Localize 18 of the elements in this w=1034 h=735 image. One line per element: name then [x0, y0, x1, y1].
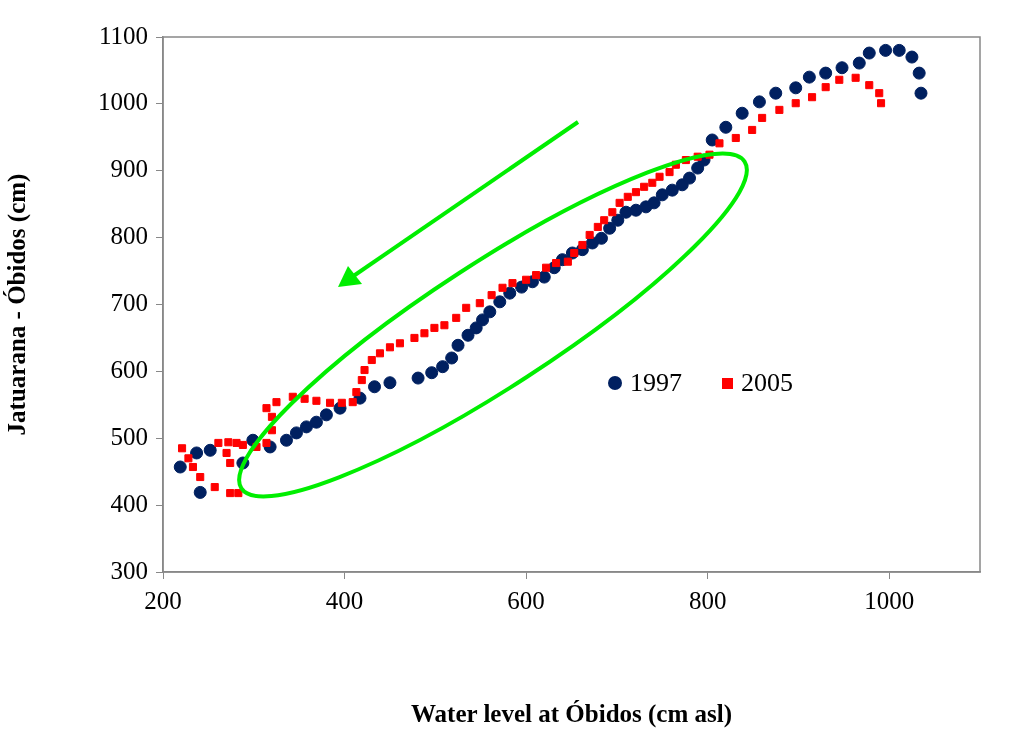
y-tick-label: 1100 [98, 21, 148, 49]
x-tick-label: 200 [144, 586, 182, 614]
y-tick-label: 400 [110, 489, 148, 517]
y-tick-label: 900 [110, 155, 148, 183]
y-axis-title: Jatuarana - Óbidos (cm) [3, 173, 32, 436]
legend-label: 1997 [630, 368, 682, 398]
y-tick-label: 600 [110, 355, 148, 383]
x-tick-label: 800 [688, 586, 727, 614]
x-axis-title: Water level at Óbidos (cm asl) [410, 700, 733, 729]
legend-label: 2005 [741, 368, 793, 398]
y-tick-label: 500 [110, 422, 148, 450]
y-tick-label: 1000 [98, 88, 148, 116]
x-tick-label: 400 [325, 586, 364, 614]
y-tick-label: 700 [110, 289, 148, 317]
y-tick-label: 300 [110, 556, 148, 584]
x-tick-label: 1000 [864, 586, 915, 614]
x-tick-label: 600 [507, 586, 545, 614]
y-tick-label: 800 [110, 222, 148, 250]
